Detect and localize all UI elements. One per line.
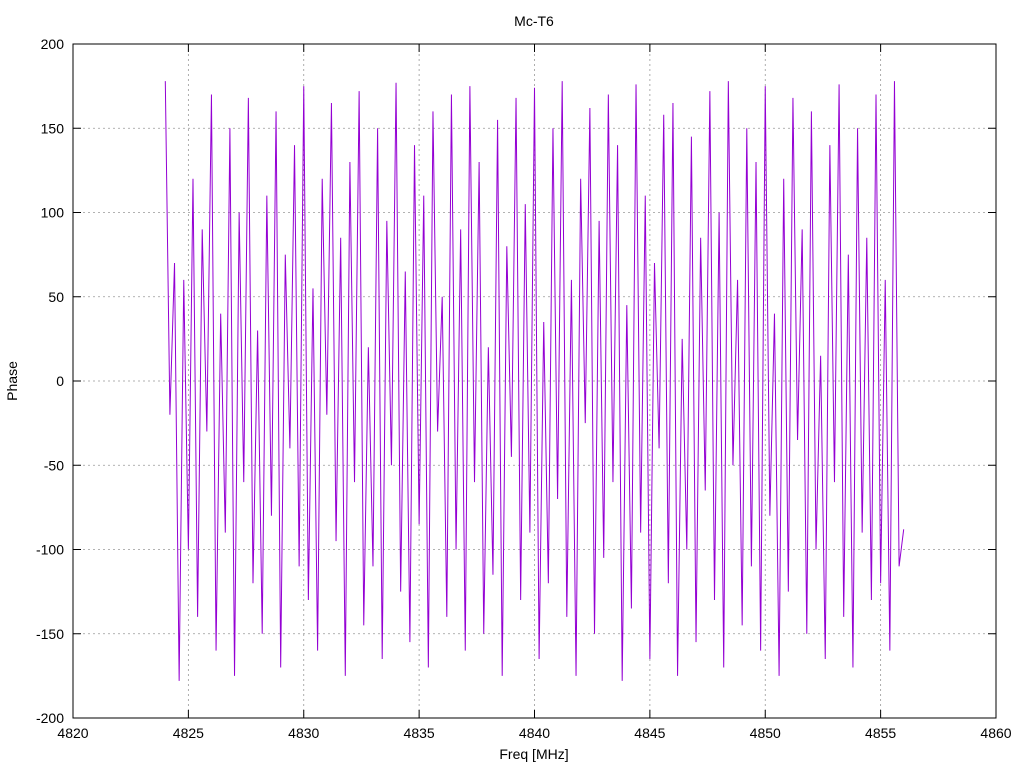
y-tick-label: 150 <box>41 120 65 136</box>
chart-title: Mc-T6 <box>514 13 554 29</box>
plot-border <box>72 43 997 719</box>
y-tick-label: -150 <box>36 626 64 642</box>
x-tick-label: 4850 <box>750 725 781 741</box>
x-tick-label: 4840 <box>519 725 550 741</box>
x-tick-label: 4845 <box>634 725 665 741</box>
x-tick-label: 4820 <box>57 725 88 741</box>
x-tick-label: 4825 <box>173 725 204 741</box>
data-line <box>164 81 905 681</box>
y-tick-label: -100 <box>36 542 64 558</box>
y-tick-label: 0 <box>56 373 64 389</box>
x-tick-label: 4830 <box>288 725 319 741</box>
y-tick-label: -50 <box>44 457 64 473</box>
y-tick-label: 100 <box>41 205 65 221</box>
y-tick-label: 50 <box>48 289 64 305</box>
x-tick-label: 4860 <box>980 725 1011 741</box>
y-tick-label: 200 <box>41 36 65 52</box>
x-tick-label: 4835 <box>404 725 435 741</box>
x-tick-label: 4855 <box>865 725 896 741</box>
y-axis-label: Phase <box>4 361 20 401</box>
y-tick-label: -200 <box>36 710 64 726</box>
x-axis-label: Freq [MHz] <box>499 746 568 762</box>
